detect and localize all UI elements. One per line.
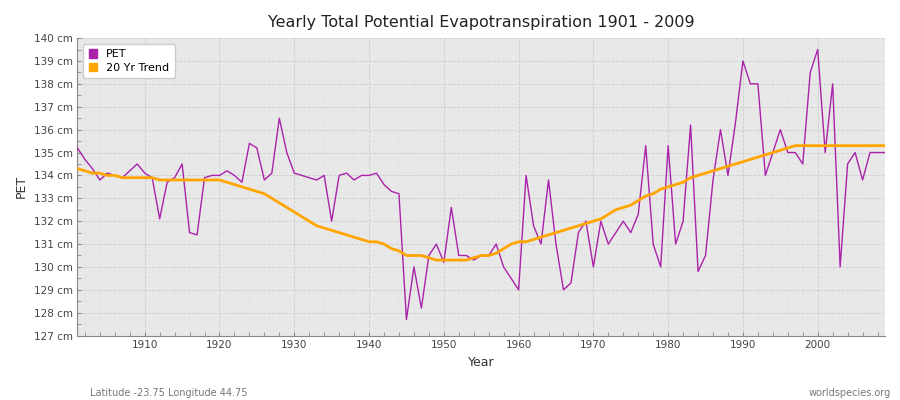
Line: 20 Yr Trend: 20 Yr Trend (77, 146, 885, 260)
PET (521, 173, 532, 178)
PET (72, 146, 83, 150)
20 Yr Trend (521, 239, 532, 244)
20 Yr Trend (513, 239, 524, 244)
20 Yr Trend (296, 214, 307, 219)
20 Yr Trend (790, 143, 801, 148)
20 Yr Trend (431, 258, 442, 262)
PET (513, 288, 524, 292)
PET (813, 47, 824, 52)
20 Yr Trend (610, 207, 621, 212)
PET (610, 230, 621, 235)
Legend: PET, 20 Yr Trend: PET, 20 Yr Trend (83, 44, 175, 78)
PET (401, 317, 412, 322)
PET (879, 150, 890, 155)
PET (341, 171, 352, 176)
Title: Yearly Total Potential Evapotranspiration 1901 - 2009: Yearly Total Potential Evapotranspiratio… (268, 15, 695, 30)
20 Yr Trend (879, 143, 890, 148)
Text: Latitude -23.75 Longitude 44.75: Latitude -23.75 Longitude 44.75 (90, 388, 248, 398)
Line: PET: PET (77, 50, 885, 320)
20 Yr Trend (131, 175, 142, 180)
PET (131, 162, 142, 166)
X-axis label: Year: Year (468, 356, 494, 369)
PET (296, 173, 307, 178)
Y-axis label: PET: PET (15, 175, 28, 198)
20 Yr Trend (72, 166, 83, 171)
Text: worldspecies.org: worldspecies.org (809, 388, 891, 398)
20 Yr Trend (341, 232, 352, 237)
